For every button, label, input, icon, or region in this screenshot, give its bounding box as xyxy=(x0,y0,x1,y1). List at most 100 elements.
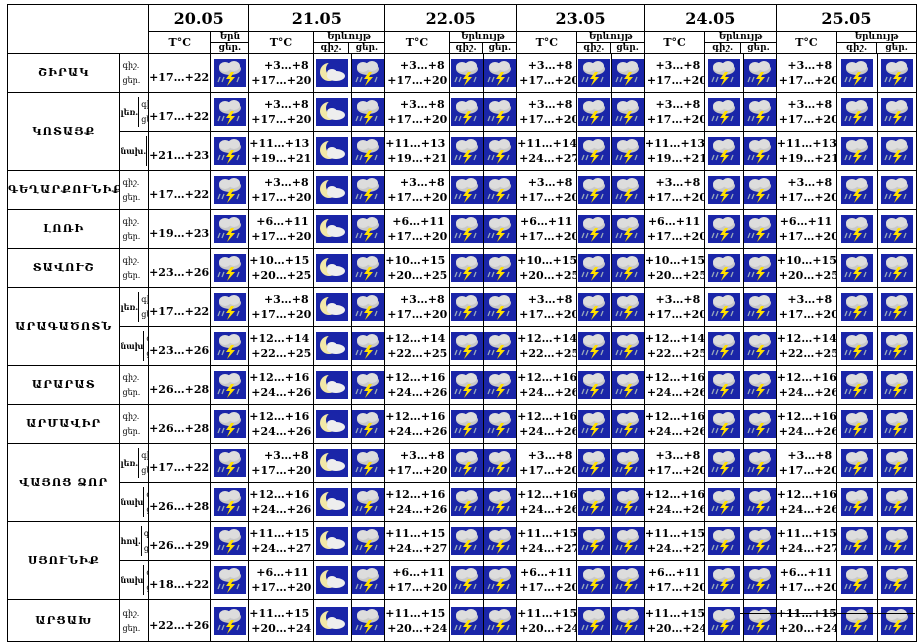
day-icon-cell xyxy=(877,170,917,210)
night-icon-cell xyxy=(836,521,878,561)
cloud-rain-lightning-icon xyxy=(578,527,611,555)
cloud-rain-lightning-icon xyxy=(708,98,741,126)
row-label-cell: նախգիշ.ցեր. xyxy=(119,326,150,366)
temp-cell: +3…+8 +17…+20 xyxy=(384,170,450,210)
night-icon-cell xyxy=(576,287,613,327)
temp-cell: +11…+13 +19…+21 xyxy=(643,131,706,171)
day-icon-cell xyxy=(483,131,518,171)
night-icon-cell xyxy=(312,209,352,249)
day-temp-value: +22…+25 xyxy=(519,347,577,360)
night-temp-value: +3…+8 xyxy=(655,98,701,111)
cloud-rain-lightning-icon xyxy=(612,293,644,321)
day-temp-value: +17…+20 xyxy=(251,113,312,126)
temp-cell: +6…+11 +17…+20 xyxy=(775,209,838,249)
night-icon-cell xyxy=(312,170,352,210)
region-row: ԿՈՏԱՅՔլեռ.գիշ.ցեր.+17…+22+3…+8+17…+20+3…… xyxy=(6,92,917,171)
temp-cell: +3…+8 +17…+20 xyxy=(775,92,838,132)
day-temp-value: +23…+26 xyxy=(149,344,210,357)
night-icon-cell xyxy=(576,326,613,366)
cloud-rain-lightning-icon xyxy=(450,566,483,594)
day1-temp: +19…+23 xyxy=(148,209,212,249)
day-temp-value: +17…+20 xyxy=(519,74,577,87)
cloud-rain-lightning-icon xyxy=(708,566,741,594)
night-icon-cell xyxy=(576,131,613,171)
night-temp-value: +10…+15 xyxy=(776,254,837,267)
night-icon-cell xyxy=(312,53,352,93)
subregion-label: լեռ. xyxy=(121,448,140,478)
temp-cell: +3…+8 +17…+20 xyxy=(775,443,838,483)
day-icon-cell xyxy=(743,170,777,210)
night-temp-value: +11…+15 xyxy=(644,606,705,620)
night-temp-value: +12…+16 xyxy=(776,410,837,423)
night-icon-cell xyxy=(448,404,485,444)
day-icon-cell xyxy=(743,482,777,522)
night-icon-cell xyxy=(704,131,745,171)
moon-cloud-icon xyxy=(316,566,349,594)
cloud-rain-lightning-icon xyxy=(744,98,776,126)
day-temp-value: +22…+25 xyxy=(646,347,705,360)
cloud-rain-lightning-icon xyxy=(213,527,246,555)
day-temp-value: +17…+20 xyxy=(251,308,312,321)
temp-cell: +6…+11 +17…+20 xyxy=(775,560,838,600)
day-icon-cell xyxy=(483,209,518,249)
night-icon-cell xyxy=(448,170,485,210)
day-temp-value: +20…+24 xyxy=(251,621,312,635)
day-icon-cell xyxy=(611,287,645,327)
cloud-rain-lightning-icon xyxy=(484,410,516,438)
day-temp-value: +17…+20 xyxy=(519,464,577,477)
day-icon-cell xyxy=(877,209,917,249)
temp-cell: +6…+11 +17…+20 xyxy=(643,560,706,600)
cloud-rain-lightning-icon xyxy=(744,176,776,204)
day-temp-value: +24…+26 xyxy=(387,425,448,438)
moon-cloud-icon xyxy=(316,527,349,555)
day-icon-cell xyxy=(350,560,386,600)
night-temp-value: +12…+16 xyxy=(776,371,837,384)
cloud-rain-lightning-icon xyxy=(612,98,644,126)
cloud-rain-lightning-icon xyxy=(881,176,913,204)
cloud-rain-lightning-icon xyxy=(352,176,384,204)
night-temp-value: +11…+14 xyxy=(517,137,577,150)
day-icon-cell xyxy=(743,326,777,366)
night-label: գիշ. xyxy=(314,43,350,53)
night-temp-value: +12…+16 xyxy=(644,410,705,423)
temp-cell: +12…+16 +24…+26 xyxy=(384,404,450,444)
day-temp-value: +17…+20 xyxy=(387,191,448,204)
day1-icon-cell xyxy=(210,443,250,483)
cloud-rain-lightning-icon xyxy=(578,488,611,516)
day-icon-cell xyxy=(483,53,518,93)
temp-cell: +11…+15 +24…+27 xyxy=(516,521,578,561)
day1-temp: +23…+26 xyxy=(148,326,212,366)
temp-cell: +3…+8 +17…+20 xyxy=(643,170,706,210)
cloud-rain-lightning-icon xyxy=(484,527,516,555)
cloud-rain-lightning-icon xyxy=(612,449,644,477)
region-name: ՍՅՈՒՆԻՔ xyxy=(6,521,121,600)
moon-cloud-icon xyxy=(316,293,349,321)
cloud-rain-lightning-icon xyxy=(352,527,384,555)
night-icon-cell xyxy=(448,443,485,483)
cloud-rain-lightning-icon xyxy=(450,527,483,555)
day-icon-cell xyxy=(743,53,777,93)
day1-temp: +21…+23 xyxy=(148,131,212,171)
day-temp-value: +17…+20 xyxy=(778,74,837,87)
night-row-label: գիշ. xyxy=(122,256,140,265)
cloud-rain-lightning-icon xyxy=(213,566,246,594)
day1-temp: +26…+28 xyxy=(148,404,212,444)
date-header: 20.05 xyxy=(148,4,250,32)
cloud-rain-lightning-icon xyxy=(708,332,741,360)
cloud-rain-lightning-icon xyxy=(744,371,776,399)
bottom-rule xyxy=(740,613,915,614)
night-temp-value: +12…+16 xyxy=(249,371,310,384)
temp-cell: +12…+16 +24…+26 xyxy=(516,404,578,444)
day-temp-value: +24…+27 xyxy=(251,542,312,555)
night-icon-cell xyxy=(836,404,878,444)
night-temp-value: +3…+8 xyxy=(527,449,573,462)
day-icon-cell xyxy=(350,326,386,366)
cloud-rain-lightning-icon xyxy=(213,59,246,87)
day1-temp: +17…+22 xyxy=(148,443,212,483)
day-icon-cell xyxy=(611,131,645,171)
day-temp-value: +24…+26 xyxy=(519,425,577,438)
day-icon-cell xyxy=(350,92,386,132)
temp-cell: +11…+14 +24…+27 xyxy=(516,131,578,171)
day-icon-cell xyxy=(877,53,917,93)
weather-col-label: Երևույթ գիշ. ցեր. xyxy=(312,31,386,54)
